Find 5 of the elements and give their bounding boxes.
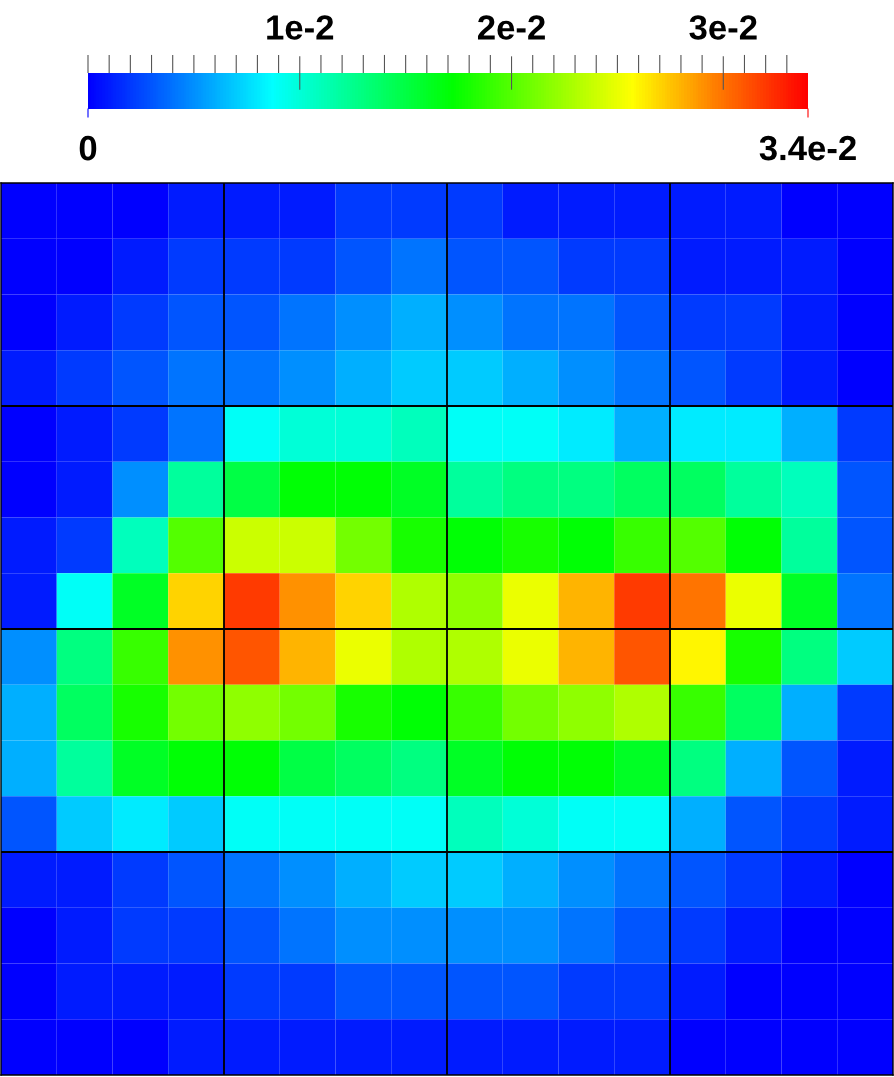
color-bar-label: 2e-2 xyxy=(477,15,545,40)
text: 3.4e-2 xyxy=(759,135,856,161)
color-bar-label: 3e-2 xyxy=(689,15,757,40)
text: 0 xyxy=(79,135,97,161)
color-bar-label: 1e-2 xyxy=(267,15,334,40)
